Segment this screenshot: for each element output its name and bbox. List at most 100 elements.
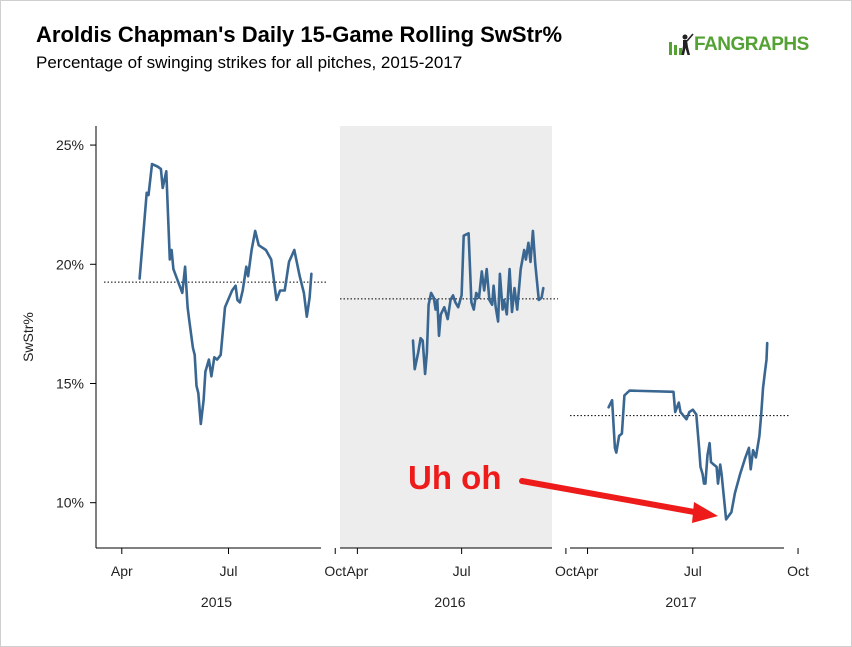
data-point — [463, 235, 465, 237]
data-point — [719, 464, 721, 466]
data-point — [488, 299, 490, 301]
data-point — [722, 487, 724, 489]
logo-wordmark: FANGRAPHS — [694, 34, 809, 55]
data-point — [231, 289, 233, 292]
panel-2017: Apr Jul Oct 2017 — [570, 341, 809, 610]
data-point — [752, 449, 754, 451]
data-point — [672, 391, 675, 393]
data-point — [748, 447, 750, 449]
data-point — [181, 292, 183, 294]
data-point — [224, 306, 226, 308]
data-point — [160, 168, 162, 170]
y-tick-label: 15% — [56, 375, 84, 391]
data-point — [721, 473, 723, 475]
data-point — [495, 306, 497, 308]
data-point — [184, 266, 186, 268]
data-point — [739, 473, 741, 475]
data-point — [310, 273, 312, 275]
data-point — [470, 301, 472, 303]
data-point — [713, 464, 715, 466]
data-point — [493, 285, 495, 287]
data-point — [750, 468, 752, 470]
data-point — [734, 492, 736, 494]
x-tick-label: Oct — [324, 563, 346, 579]
data-point — [422, 340, 424, 342]
data-point — [679, 411, 682, 413]
data-point — [242, 289, 244, 292]
panel-shading — [340, 126, 552, 548]
data-point — [523, 249, 525, 251]
data-point — [435, 309, 437, 311]
data-point — [309, 297, 311, 299]
data-point — [306, 316, 308, 318]
data-point — [200, 423, 202, 425]
data-point — [194, 354, 196, 356]
data-point — [478, 297, 480, 299]
chart-title: Aroldis Chapman's Daily 15-Game Rolling … — [36, 22, 563, 47]
data-point — [709, 442, 711, 444]
data-point — [725, 518, 727, 521]
data-point — [516, 309, 518, 311]
data-point — [203, 399, 205, 401]
season-label: 2015 — [201, 594, 232, 610]
data-point — [204, 371, 206, 373]
data-point — [288, 261, 290, 263]
data-point — [678, 402, 680, 404]
x-tick-label: Oct — [555, 563, 577, 579]
data-point — [440, 313, 442, 315]
data-point — [538, 299, 540, 301]
data-point — [412, 340, 414, 342]
data-point — [436, 299, 438, 301]
data-point — [430, 292, 432, 294]
data-point — [424, 373, 426, 375]
data-point — [275, 299, 278, 301]
data-point — [717, 483, 719, 485]
data-point — [520, 268, 522, 270]
data-point — [279, 289, 281, 292]
fangraphs-logo[interactable]: FANGRAPHS — [668, 33, 809, 57]
data-point — [428, 304, 430, 306]
data-point — [147, 194, 150, 196]
x-tick-label: Apr — [346, 563, 368, 579]
chart-subtitle: Percentage of swinging strikes for all p… — [36, 53, 463, 72]
data-point — [156, 165, 158, 168]
y-tick-label: 10% — [56, 495, 84, 511]
data-point — [730, 511, 733, 513]
data-point — [420, 337, 422, 339]
x-tick-label: Jul — [684, 563, 702, 579]
fangraphs-batter-icon — [669, 33, 694, 55]
data-point — [165, 170, 167, 172]
data-point — [172, 268, 174, 270]
data-point — [534, 263, 536, 265]
data-point — [762, 387, 764, 389]
data-point — [216, 359, 218, 361]
data-point — [454, 301, 456, 303]
data-point — [692, 409, 694, 411]
data-point — [764, 373, 766, 375]
data-point — [270, 258, 272, 261]
data-point — [703, 483, 705, 485]
data-point — [220, 354, 222, 356]
x-tick-label: Apr — [577, 563, 599, 579]
data-point — [702, 473, 704, 475]
data-point — [433, 297, 435, 299]
data-point — [251, 249, 253, 251]
annotation-arrow-shaft — [519, 478, 703, 516]
x-tick-label: Jul — [220, 563, 238, 579]
data-point — [449, 299, 452, 301]
data-point — [541, 297, 543, 299]
data-point — [139, 278, 141, 280]
data-point — [210, 375, 212, 377]
annotation-arrow-head — [692, 502, 718, 523]
data-point — [197, 392, 199, 394]
swstr-series-line — [138, 162, 313, 426]
data-point — [499, 273, 501, 275]
panel-2015: Apr Jul Oct 2015 — [96, 162, 346, 610]
data-point — [452, 294, 454, 296]
data-point — [502, 309, 504, 311]
data-point — [503, 299, 505, 301]
data-point — [461, 294, 463, 296]
data-point — [529, 261, 532, 263]
x-tick-label: Oct — [787, 563, 809, 579]
data-point — [284, 289, 286, 292]
